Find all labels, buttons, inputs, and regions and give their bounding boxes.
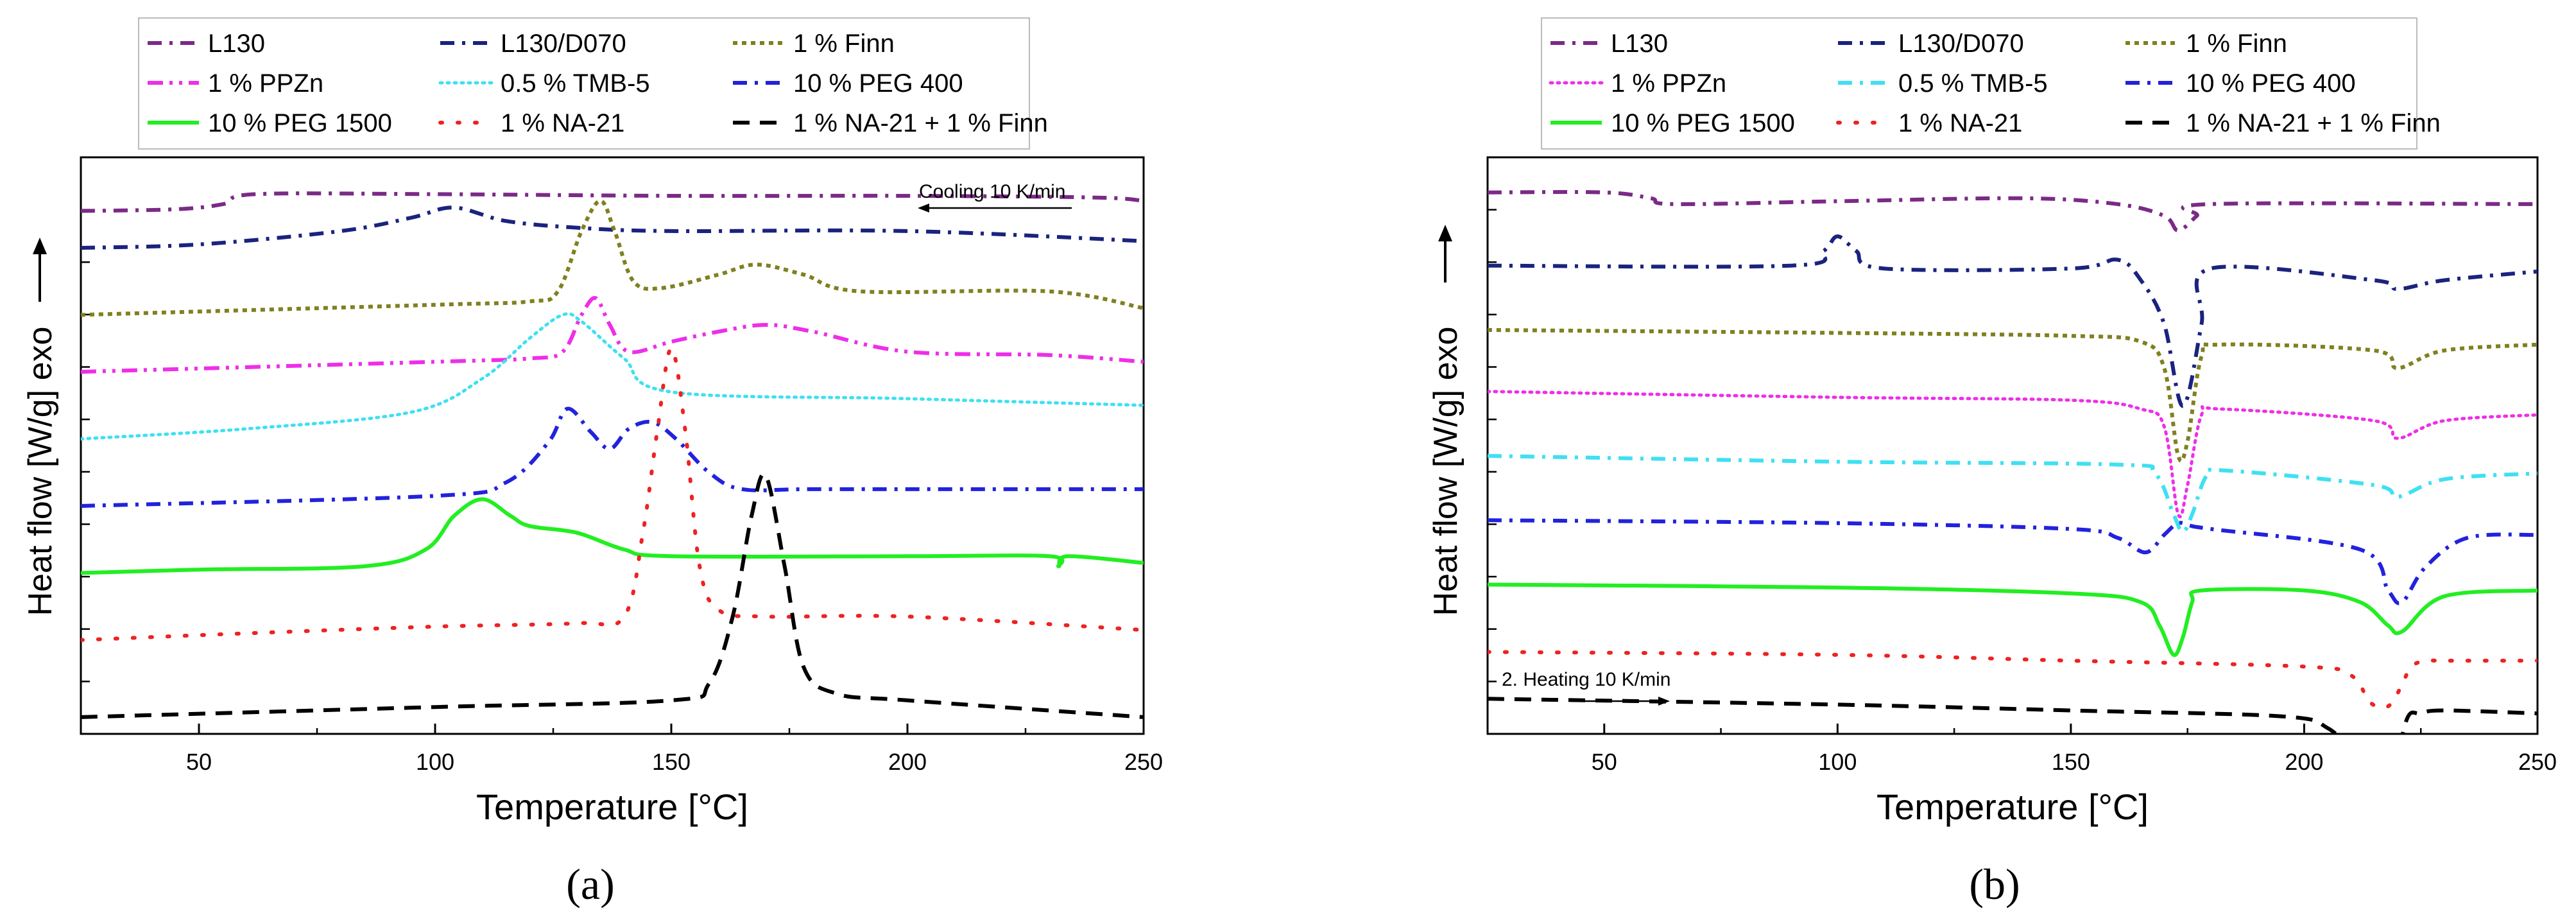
legend-a: L130 L130/D070 1 % Finn 1 % PPZn 0.5 % TMB-5…	[138, 17, 1048, 150]
plot-frame-a	[80, 156, 1145, 735]
y-axis-label-a: Heat flow [W/g] exo	[22, 327, 59, 616]
legend-label: 1 % NA-21	[501, 109, 624, 137]
x-tick-label: 200	[2285, 749, 2323, 775]
legend-label: L130/D070	[1898, 30, 2024, 58]
panel-a: L130 L130/D070 1 % Finn 1 % PPZn 0.5 % TMB-5…	[22, 17, 1163, 909]
series-line	[81, 406, 1144, 508]
series-line	[81, 205, 1144, 250]
x-tick-label: 150	[652, 749, 691, 775]
x-tick-label: 250	[2518, 749, 2557, 775]
legend-box	[1541, 17, 2417, 150]
legend-label: 10 % PEG 1500	[1611, 109, 1795, 137]
series-line	[81, 497, 1144, 575]
legend-label: 0.5 % TMB-5	[501, 69, 650, 98]
legend-label: 1 % NA-21	[1898, 109, 2022, 137]
x-tick-label: 100	[416, 749, 454, 775]
annotation-arrowhead-b	[1658, 697, 1670, 706]
series-line	[81, 312, 1144, 441]
curves-b	[1488, 190, 2537, 734]
curves-a	[81, 191, 1144, 719]
svg-text:Heat flow [W/g] exo: Heat flow [W/g] exo	[1427, 327, 1464, 616]
series-line	[1488, 190, 2537, 232]
legend-label: 1 % NA-21 + 1 % Finn	[793, 109, 1048, 137]
series-line	[81, 296, 1144, 374]
caption-b: (b)	[1969, 860, 2020, 909]
y-axis-exo-arrowhead-a	[33, 238, 47, 254]
x-tick-label: 50	[1592, 749, 1617, 775]
legend-b: L130 L130/D070 1 % Finn 1 % PPZn 0.5 % TMB-5…	[1541, 17, 2441, 150]
series-line	[81, 472, 1144, 719]
legend-label: L130/D070	[501, 30, 626, 58]
series-line	[81, 191, 1144, 213]
legend-label: 1 % NA-21 + 1 % Finn	[2186, 109, 2441, 137]
x-tick-label: 250	[1124, 749, 1163, 775]
annotation-arrowhead-a	[918, 204, 929, 213]
series-line	[81, 346, 1144, 642]
legend-label: 1 % PPZn	[208, 69, 323, 98]
x-axis-label-b: Temperature [°C]	[1876, 787, 2149, 827]
annotation-a: Cooling 10 K/min	[919, 181, 1065, 202]
legend-label: 10 % PEG 1500	[208, 109, 392, 137]
caption-a: (a)	[566, 860, 614, 909]
series-line	[81, 198, 1144, 317]
legend-box	[138, 17, 1030, 150]
series-line	[1488, 234, 2537, 408]
legend-label: 1 % Finn	[2186, 30, 2287, 58]
series-line	[1488, 390, 2537, 518]
series-line	[1488, 518, 2537, 605]
series-line	[1488, 650, 2537, 709]
series-line	[1488, 327, 2537, 464]
series-line	[1488, 454, 2537, 534]
series-line	[1488, 697, 2537, 734]
y-axis-label-b: Heat flow [W/g] exo	[1427, 327, 1464, 616]
annotation-b: 2. Heating 10 K/min	[1502, 669, 1670, 690]
series-line	[1488, 582, 2537, 657]
x-axis-label-a: Temperature [°C]	[476, 787, 748, 827]
legend-label: 1 % PPZn	[1611, 69, 1726, 98]
ticks-b: 50 100 150 200 250	[1486, 209, 2557, 775]
svg-text:Heat flow [W/g] exo: Heat flow [W/g] exo	[22, 327, 59, 616]
legend-label: L130	[1611, 30, 1668, 58]
legend-label: L130	[208, 30, 265, 58]
y-axis-exo-arrowhead-b	[1438, 225, 1452, 241]
legend-label: 0.5 % TMB-5	[1898, 69, 2048, 98]
plot-frame-b	[1486, 156, 2539, 735]
legend-label: 1 % Finn	[793, 30, 895, 58]
legend-label: 10 % PEG 400	[793, 69, 963, 98]
x-tick-label: 50	[186, 749, 212, 775]
x-tick-label: 100	[1818, 749, 1857, 775]
x-tick-label: 200	[888, 749, 927, 775]
ticks-a: 50 100 150 200 250	[80, 209, 1163, 775]
panel-b: L130 L130/D070 1 % Finn 1 % PPZn 0.5 % TMB-5…	[1427, 17, 2557, 909]
x-tick-label: 150	[2052, 749, 2090, 775]
legend-label: 10 % PEG 400	[2186, 69, 2356, 98]
